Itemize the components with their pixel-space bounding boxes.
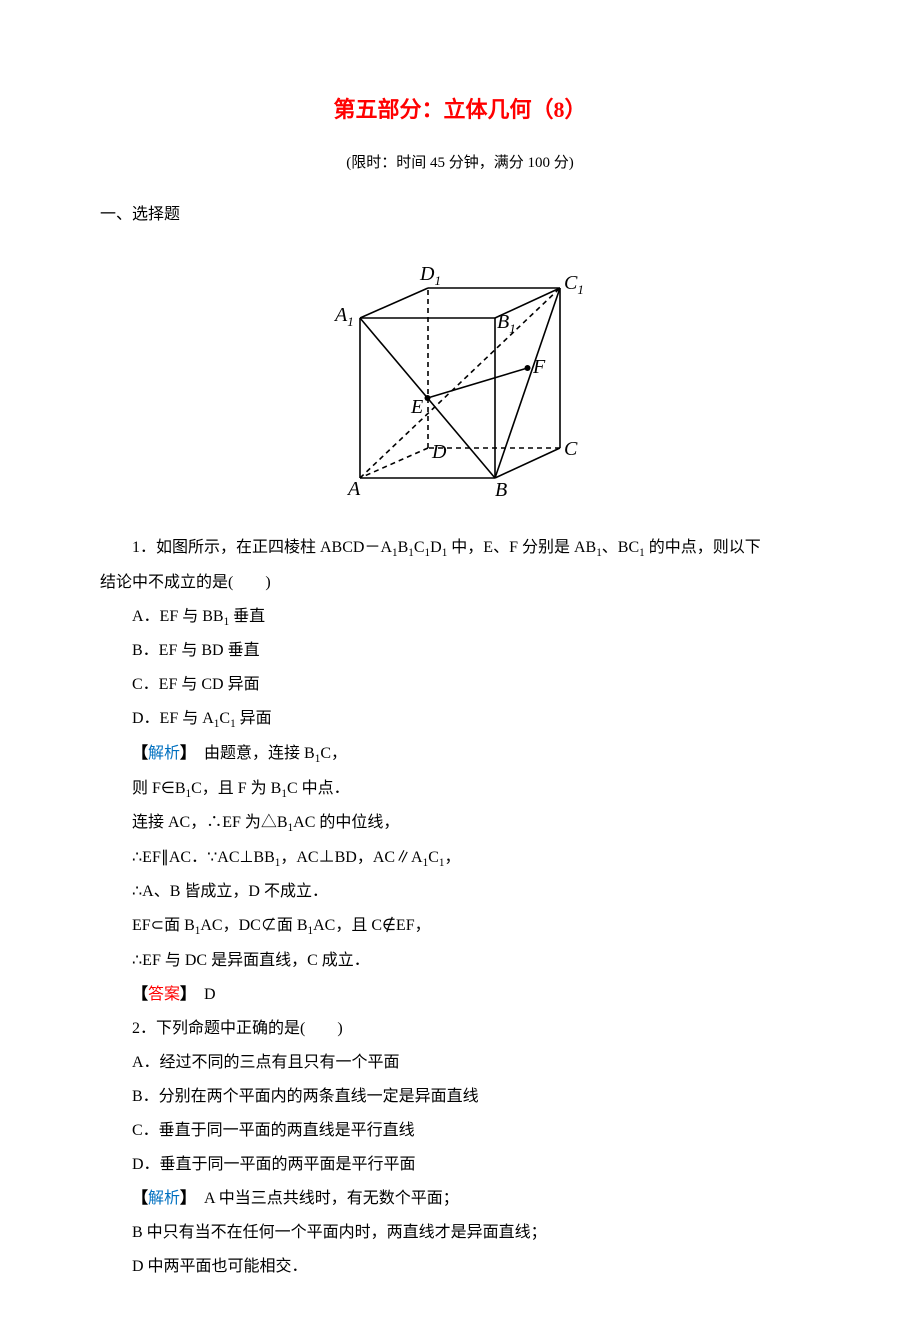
section-heading: 一、选择题: [100, 201, 820, 230]
q1-option-a: A．EF 与 BB1 垂直: [100, 601, 820, 634]
q2-solution-line2: B 中只有当不在任何一个平面内时，两直线才是异面直线；: [100, 1217, 820, 1249]
q1-stem: 1．如图所示，在正四棱柱 ABCD－A1B1C1D1 中，E、F 分别是 AB1…: [100, 532, 820, 565]
label-A: A: [346, 478, 361, 500]
q1-stem-line2: 结论中不成立的是( ): [100, 567, 820, 599]
q1-option-d: D．EF 与 A1C1 异面: [100, 703, 820, 736]
q1-option-c: C．EF 与 CD 异面: [100, 669, 820, 701]
q1-option-b: B．EF 与 BD 垂直: [100, 635, 820, 667]
q1-solution-line4: ∴EF∥AC．∵AC⊥BB1，AC⊥BD，AC∥A1C1，: [100, 842, 820, 875]
q2-stem: 2．下列命题中正确的是( ): [100, 1013, 820, 1045]
q2-solution-line3: D 中两平面也可能相交．: [100, 1251, 820, 1283]
answer-label: 答案: [148, 986, 180, 1003]
q2-option-d: D．垂直于同一平面的两平面是平行平面: [100, 1149, 820, 1181]
q1-solution-line2: 则 F∈B1C，且 F 为 B1C 中点．: [100, 773, 820, 806]
label-D: D: [431, 441, 447, 463]
q1-solution-line1: 【解析】 由题意，连接 B1C，: [100, 738, 820, 771]
page-title: 第五部分：立体几何（8）: [100, 90, 820, 130]
q1-solution-line5: ∴A、B 皆成立，D 不成立．: [100, 876, 820, 908]
time-limit: (限时：时间 45 分钟，满分 100 分): [100, 150, 820, 177]
label-B1: B1: [497, 311, 516, 336]
q1-solution-line3: 连接 AC，∴EF 为△B1AC 的中位线，: [100, 807, 820, 840]
label-B: B: [495, 479, 507, 501]
q1-solution-line7: ∴EF 与 DC 是异面直线，C 成立．: [100, 945, 820, 977]
label-D1: D1: [419, 263, 441, 288]
solution-label: 解析: [148, 1190, 180, 1207]
q2-option-a: A．经过不同的三点有且只有一个平面: [100, 1047, 820, 1079]
q2-option-c: C．垂直于同一平面的两直线是平行直线: [100, 1115, 820, 1147]
q2-solution-line1: 【解析】 A 中当三点共线时，有无数个平面；: [100, 1183, 820, 1215]
label-E: E: [410, 396, 423, 418]
q1-answer: 【答案】 D: [100, 979, 820, 1011]
label-A1: A1: [333, 304, 354, 329]
label-C1: C1: [564, 272, 584, 297]
q1-solution-line6: EF⊂面 B1AC，DC⊄面 B1AC，且 C∉EF，: [100, 910, 820, 943]
q2-option-b: B．分别在两个平面内的两条直线一定是异面直线: [100, 1081, 820, 1113]
solution-label: 解析: [148, 745, 180, 762]
geometry-diagram: A B C D A1 B1 C1 D1 E F: [100, 243, 820, 514]
label-F: F: [532, 356, 546, 378]
label-C: C: [564, 438, 578, 460]
